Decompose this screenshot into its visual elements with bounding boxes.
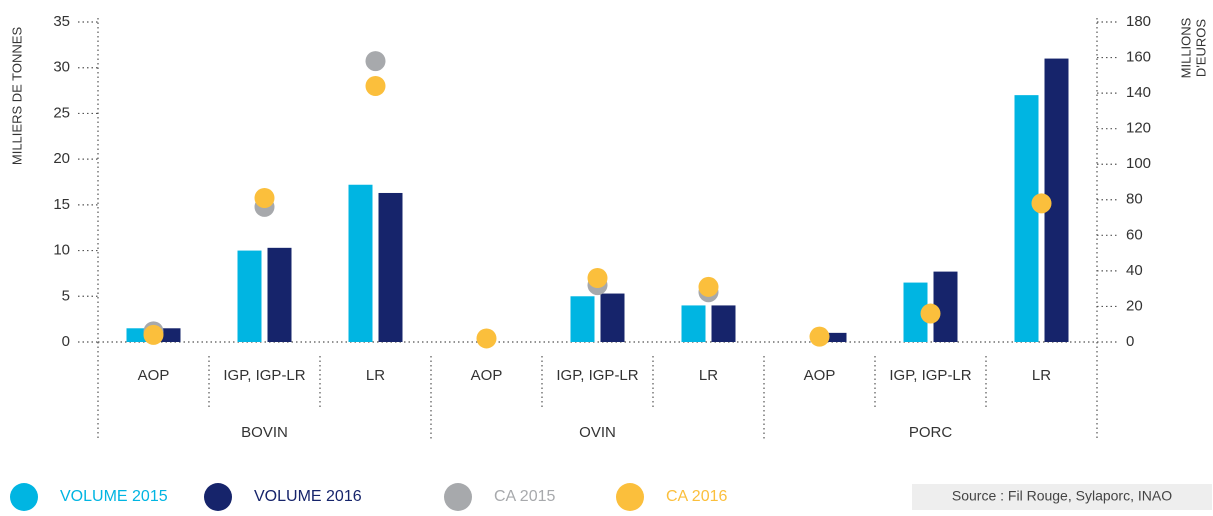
- x-tick-label: IGP, IGP-LR: [556, 367, 638, 384]
- bar: [822, 332, 847, 342]
- legend-label: VOLUME 2015: [60, 488, 168, 505]
- source-box: [912, 484, 1212, 510]
- y2-axis-label: MILLIONS: [1178, 17, 1193, 78]
- group-label: OVIN: [579, 424, 616, 441]
- x-tick-label: IGP, IGP-LR: [889, 367, 971, 384]
- x-tick-label: IGP, IGP-LR: [223, 367, 305, 384]
- y2-tick-label: 0: [1126, 333, 1134, 350]
- y-axis-label: MILLIERS DE TONNES: [9, 27, 24, 166]
- bar: [267, 247, 292, 342]
- y2-tick-label: 40: [1126, 262, 1143, 279]
- dot: [920, 303, 941, 324]
- bar: [237, 250, 262, 342]
- y2-tick-label: 180: [1126, 13, 1151, 30]
- legend-label: VOLUME 2016: [254, 488, 362, 505]
- dot: [476, 328, 497, 349]
- x-tick-label: LR: [699, 367, 718, 384]
- y2-axis-label: D'EUROS: [1193, 19, 1208, 77]
- y2-tick-label: 60: [1126, 226, 1143, 243]
- dot: [809, 326, 830, 347]
- bar: [570, 296, 595, 342]
- legend-swatch: [616, 483, 644, 511]
- y-tick-label: 0: [62, 333, 70, 350]
- dot: [587, 268, 608, 288]
- legend-swatch: [204, 483, 232, 511]
- y2-tick-label: 20: [1126, 297, 1143, 314]
- y2-tick-label: 120: [1126, 120, 1151, 137]
- x-tick-label: LR: [366, 367, 385, 384]
- x-tick-label: LR: [1032, 367, 1051, 384]
- dot: [143, 324, 164, 345]
- x-tick-label: AOP: [471, 367, 503, 384]
- bar: [600, 293, 625, 342]
- legend-swatch: [10, 483, 38, 511]
- x-tick-label: AOP: [138, 367, 170, 384]
- bar: [1014, 95, 1039, 343]
- y-tick-label: 35: [53, 13, 70, 30]
- y-tick-label: 15: [53, 196, 70, 213]
- group-label: BOVIN: [241, 424, 288, 441]
- y-tick-label: 10: [53, 242, 70, 259]
- y2-tick-label: 80: [1126, 191, 1143, 208]
- legend-swatch: [444, 483, 472, 511]
- dot: [698, 276, 719, 297]
- legend-label: CA 2015: [494, 488, 555, 505]
- y-tick-label: 30: [53, 59, 70, 76]
- y-tick-label: 5: [62, 287, 70, 304]
- bar: [711, 305, 736, 342]
- y2-tick-label: 100: [1126, 155, 1151, 172]
- dot: [365, 76, 386, 96]
- y2-tick-label: 160: [1126, 49, 1151, 66]
- bar: [378, 192, 403, 342]
- bar: [348, 184, 373, 342]
- dot: [254, 188, 275, 208]
- source: Source : Fil Rouge, Sylaporc, INAO: [952, 488, 1172, 504]
- y-tick-label: 20: [53, 150, 70, 167]
- x-tick-label: AOP: [804, 367, 836, 384]
- bar: [681, 305, 706, 342]
- group-label: PORC: [909, 424, 953, 441]
- y2-tick-label: 140: [1126, 84, 1151, 101]
- dot: [1031, 193, 1052, 214]
- dot: [365, 51, 386, 72]
- legend-label: CA 2016: [666, 488, 727, 505]
- y-tick-label: 25: [53, 104, 70, 121]
